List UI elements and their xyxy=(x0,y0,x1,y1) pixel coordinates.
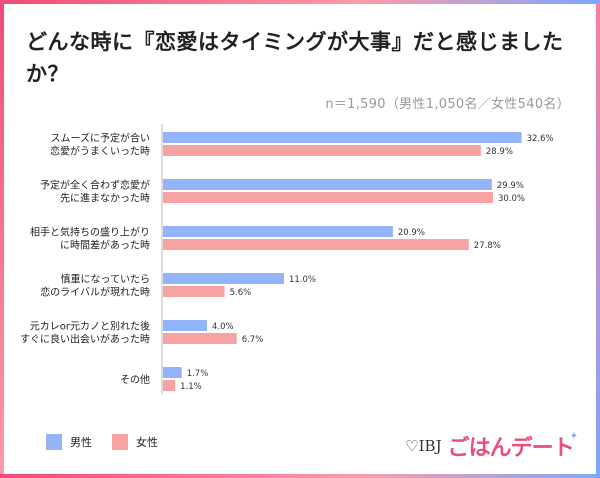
bar-female xyxy=(163,192,493,203)
category-label: 恋のライバルが現れた時 xyxy=(40,286,150,299)
sparkle-icon: ✦ xyxy=(569,430,578,442)
legend-swatch-male xyxy=(46,434,62,450)
category-label: 予定が全く合わず恋愛が xyxy=(40,179,150,192)
ibj-logo: ♡IBJ xyxy=(405,437,442,455)
category-label: その他 xyxy=(120,373,150,386)
legend-label-female: 女性 xyxy=(136,436,158,449)
bar-male xyxy=(163,179,492,190)
legend-label-male: 男性 xyxy=(70,436,92,449)
bar-male xyxy=(163,367,182,378)
data-label: 5.6% xyxy=(230,288,252,298)
category-label: 慎重になっていたら xyxy=(61,273,151,286)
data-label: 28.9% xyxy=(486,147,513,157)
legend-item-male: 男性 xyxy=(46,434,92,450)
data-label: 1.1% xyxy=(180,382,202,392)
bar-female xyxy=(163,333,237,344)
data-label: 30.0% xyxy=(498,194,525,204)
bar-male xyxy=(163,132,522,143)
data-label: 1.7% xyxy=(187,369,209,379)
bar-male xyxy=(163,226,393,237)
data-label: 6.7% xyxy=(242,335,264,345)
data-label: 32.6% xyxy=(527,134,554,144)
gohan-date-logo: ごはんデート xyxy=(447,436,575,461)
legend-swatch-female xyxy=(112,434,128,450)
brand-logo: ♡IBJ ごはんデート ✦ xyxy=(405,430,578,462)
category-label: 先に進まなかった時 xyxy=(60,193,150,205)
legend: 男性 女性 xyxy=(46,434,178,450)
bar-male xyxy=(163,320,207,331)
category-label: すぐに良い出会いがあった時 xyxy=(20,333,150,346)
category-label: 恋愛がうまくいった時 xyxy=(50,145,150,158)
bar-female xyxy=(163,239,469,250)
frame-right xyxy=(596,0,600,478)
frame-left xyxy=(0,0,4,478)
chart-title: どんな時に『恋愛はタイミングが大事』だと感じましたか？ xyxy=(26,30,564,86)
legend-item-female: 女性 xyxy=(112,434,158,450)
bar-female xyxy=(163,145,481,156)
bar-female xyxy=(163,286,225,297)
data-label: 20.9% xyxy=(398,228,425,238)
sample-size-note: n＝1,590（男性1,050名／女性540名） xyxy=(325,97,570,112)
frame-bottom xyxy=(0,474,600,478)
frame-top xyxy=(0,0,600,4)
category-label: 相手と気持ちの盛り上がり xyxy=(30,226,150,239)
data-label: 29.9% xyxy=(497,181,524,191)
bar-male xyxy=(163,273,284,284)
data-label: 4.0% xyxy=(212,322,234,332)
category-label: スムーズに予定が合い xyxy=(51,132,151,145)
data-label: 11.0% xyxy=(289,275,316,285)
category-label: 元カレor元カノと別れた後 xyxy=(30,320,150,333)
bar-female xyxy=(163,380,176,391)
data-label: 27.8% xyxy=(474,241,501,251)
category-label: に時間差があった時 xyxy=(60,239,150,252)
